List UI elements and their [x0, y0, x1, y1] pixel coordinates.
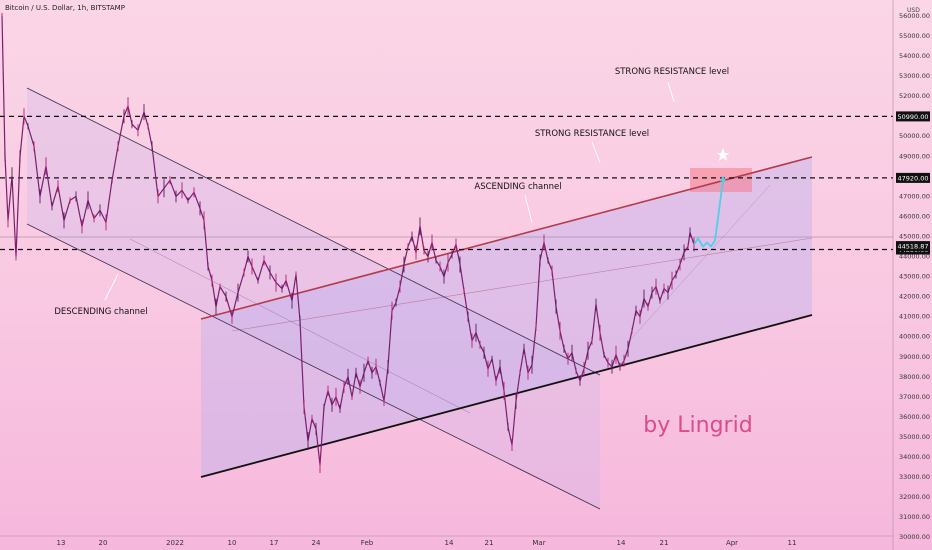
y-tick-label: 30000.00 [899, 533, 930, 541]
chart-title: Bitcoin / U.S. Dollar, 1h, BITSTAMP [5, 4, 125, 12]
descending-channel-fill [27, 88, 600, 509]
projection-guide-line [629, 184, 771, 341]
y-tick-label: 34000.00 [899, 453, 930, 461]
annotation-label: STRONG RESISTANCE level [535, 129, 649, 139]
descending-arrow [104, 273, 119, 301]
target-star-icon [716, 148, 730, 161]
x-tick-label: 14 [445, 539, 454, 547]
x-tick-label: Apr [726, 539, 738, 547]
x-tick-label: 10 [228, 539, 237, 547]
horizontal-levels [0, 115, 893, 251]
x-axis: 13 20 2022 10 17 24 Feb 14 21 Mar 14 21 Apr 11 [57, 539, 797, 547]
x-tick-label: 21 [485, 539, 494, 547]
projection-arrowhead-icon [720, 175, 726, 182]
annotations: STRONG RESISTANCE level STRONG RESISTANCE… [54, 67, 729, 317]
resistance-top-arrow [667, 81, 675, 103]
y-tick-label: 32000.00 [899, 493, 930, 501]
x-tick-label: 17 [270, 539, 279, 547]
y-tick-label: 39000.00 [899, 353, 930, 361]
x-tick-label: 20 [99, 539, 108, 547]
y-tick-label: 36000.00 [899, 413, 930, 421]
x-tick-label: 13 [57, 539, 66, 547]
y-tick-label: 45000.00 [899, 233, 930, 241]
currency-label: USD [907, 7, 920, 14]
resistance-mid-arrow [591, 141, 601, 164]
y-tick-label: 43000.00 [899, 273, 930, 281]
descending-channel-upper-line [26, 87, 601, 376]
x-tick-label: 2022 [166, 539, 184, 547]
annotation-label: DESCENDING channel [54, 307, 147, 317]
price-level-label-box [896, 111, 930, 122]
ascending-channel-lower-line [200, 314, 813, 478]
y-tick-label: 33000.00 [899, 473, 930, 481]
annotation-label: ASCENDING channel [474, 182, 561, 192]
descending-channel-lower-line [26, 223, 601, 510]
y-tick-label: 31000.00 [899, 513, 930, 521]
x-tick-label: 14 [617, 539, 626, 547]
y-tick-label: 49000.00 [899, 152, 930, 160]
annotation-label: STRONG RESISTANCE level [615, 67, 729, 77]
ascending-channel-upper-line [200, 156, 813, 320]
price-level-label: 50990.00 [897, 113, 928, 121]
y-tick-label: 44000.00 [899, 253, 930, 261]
y-tick-label: 40000.00 [899, 333, 930, 341]
y-tick-label: 41000.00 [899, 313, 930, 321]
current-price-label: 44518.87 [897, 243, 928, 251]
y-tick-label: 50000.00 [899, 132, 930, 140]
ascending-channel-mid-line [231, 237, 813, 332]
y-tick-label: 56000.00 [899, 12, 930, 20]
y-tick-label: 46000.00 [899, 212, 930, 220]
y-tick-label: 37000.00 [899, 393, 930, 401]
price-level-label-box [896, 172, 930, 183]
watermark-text: by Lingrid [643, 413, 752, 438]
x-tick-label: 24 [312, 539, 321, 547]
y-tick-label: 52000.00 [899, 92, 930, 100]
y-tick-label: 55000.00 [899, 32, 930, 40]
x-tick-label: 11 [788, 539, 797, 547]
x-tick-label: Mar [532, 539, 545, 547]
price-level-label: 47920.00 [897, 174, 928, 182]
ascending-arrow [524, 194, 533, 224]
y-tick-label: 35000.00 [899, 433, 930, 441]
x-tick-label: Feb [361, 539, 374, 547]
y-tick-label: 53000.00 [899, 72, 930, 80]
y-tick-label: 47000.00 [899, 192, 930, 200]
y-axis: 30000.00 31000.00 32000.00 33000.00 34000.00… [899, 12, 930, 541]
y-tick-label: 42000.00 [899, 293, 930, 301]
y-tick-label: 38000.00 [899, 373, 930, 381]
x-tick-label: 21 [660, 539, 669, 547]
price-series [1, 12, 726, 473]
current-price-label-box [896, 241, 930, 252]
projection-path [693, 180, 724, 248]
y-tick-label: 54000.00 [899, 52, 930, 60]
